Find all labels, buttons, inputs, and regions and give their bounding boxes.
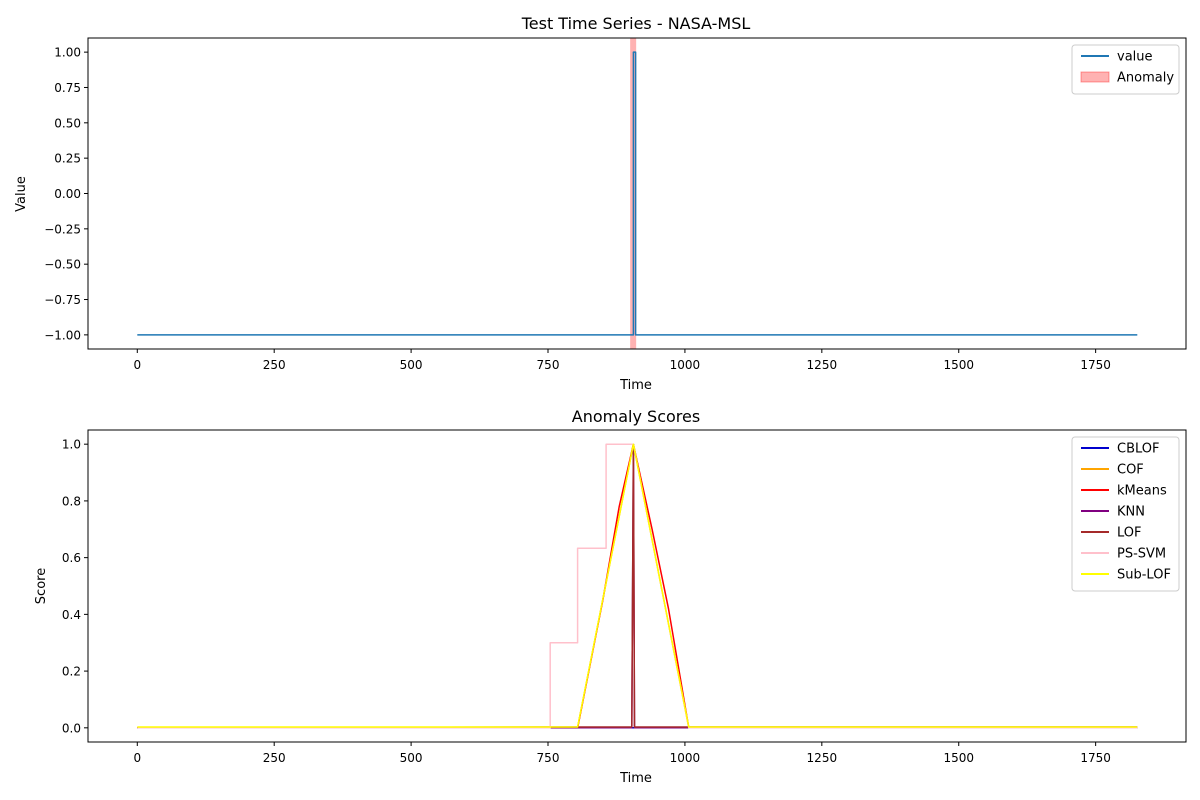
legend-label-kmeans: kMeans [1117, 484, 1167, 499]
series-line-value [137, 51, 1138, 336]
x-tick-label: 250 [263, 358, 286, 372]
legend-label-sub-lof: Sub-LOF [1117, 568, 1171, 583]
x-tick-label: 1500 [943, 358, 974, 372]
x-tick-label: 1500 [943, 751, 974, 765]
legend-box [1071, 44, 1180, 95]
y-tick-label: 0.4 [62, 608, 81, 622]
y-tick-label: 0.75 [54, 81, 81, 95]
chart-title: Test Time Series - NASA-MSL [521, 14, 751, 33]
x-tick-label: 0 [133, 751, 141, 765]
legend-label-anomaly: Anomaly [1117, 71, 1174, 86]
y-tick-label: 0.6 [62, 551, 81, 565]
legend-label-ps-svm: PS-SVM [1117, 547, 1166, 562]
time-series-panel: Test Time Series - NASA-MSL 0 250 500 750 10… [14, 14, 1187, 393]
x-axis-label: Time [619, 378, 652, 393]
x-tick-label: 750 [537, 751, 560, 765]
y-tick-label: 0.2 [62, 665, 81, 679]
y-tick-label: −0.25 [44, 222, 81, 236]
x-tick-label: 1000 [670, 358, 701, 372]
y-tick-label: 1.0 [62, 438, 81, 452]
y-tick-label: −1.00 [44, 328, 81, 342]
x-tick-label: 250 [263, 751, 286, 765]
x-tick-label: 1250 [807, 358, 838, 372]
x-tick-label: 0 [133, 358, 141, 372]
legend: CBLOF COF kMeans KNN LOF PS-SVM Sub-LOF [1071, 436, 1180, 592]
y-tick-label: 1.00 [54, 46, 81, 60]
series-line-sub-lof [137, 443, 1138, 728]
x-tick-label: 1000 [670, 751, 701, 765]
x-tick-label: 500 [400, 751, 423, 765]
x-tick-label: 500 [400, 358, 423, 372]
y-tick-label: −0.50 [44, 258, 81, 272]
legend-label-knn: KNN [1117, 505, 1145, 520]
legend-swatch-anomaly [1080, 71, 1110, 83]
legend-label-lof: LOF [1117, 526, 1142, 541]
y-tick-label: 0.00 [54, 187, 81, 201]
legend: value Anomaly [1071, 44, 1180, 95]
x-tick-label: 1750 [1080, 751, 1111, 765]
y-tick-label: 0.25 [54, 152, 81, 166]
x-tick-label: 1250 [807, 751, 838, 765]
legend-label-value: value [1117, 50, 1153, 65]
x-tick-label: 1750 [1080, 358, 1111, 372]
y-axis-label: Score [34, 568, 49, 604]
y-axis-label: Value [14, 176, 29, 212]
x-axis-label: Time [619, 771, 652, 786]
y-tick-label: 0.0 [62, 721, 81, 735]
plot-frame [87, 429, 1187, 743]
y-tick-label: 0.8 [62, 494, 81, 508]
legend-label-cblof: CBLOF [1117, 442, 1160, 457]
legend-label-cof: COF [1117, 463, 1144, 478]
y-tick-label: 0.50 [54, 116, 81, 130]
anomaly-scores-panel: Anomaly Scores 0 250 500 750 1000 1250 1500 175… [34, 407, 1187, 786]
x-tick-label: 750 [537, 358, 560, 372]
y-tick-label: −0.75 [44, 293, 81, 307]
chart-title: Anomaly Scores [572, 407, 700, 426]
